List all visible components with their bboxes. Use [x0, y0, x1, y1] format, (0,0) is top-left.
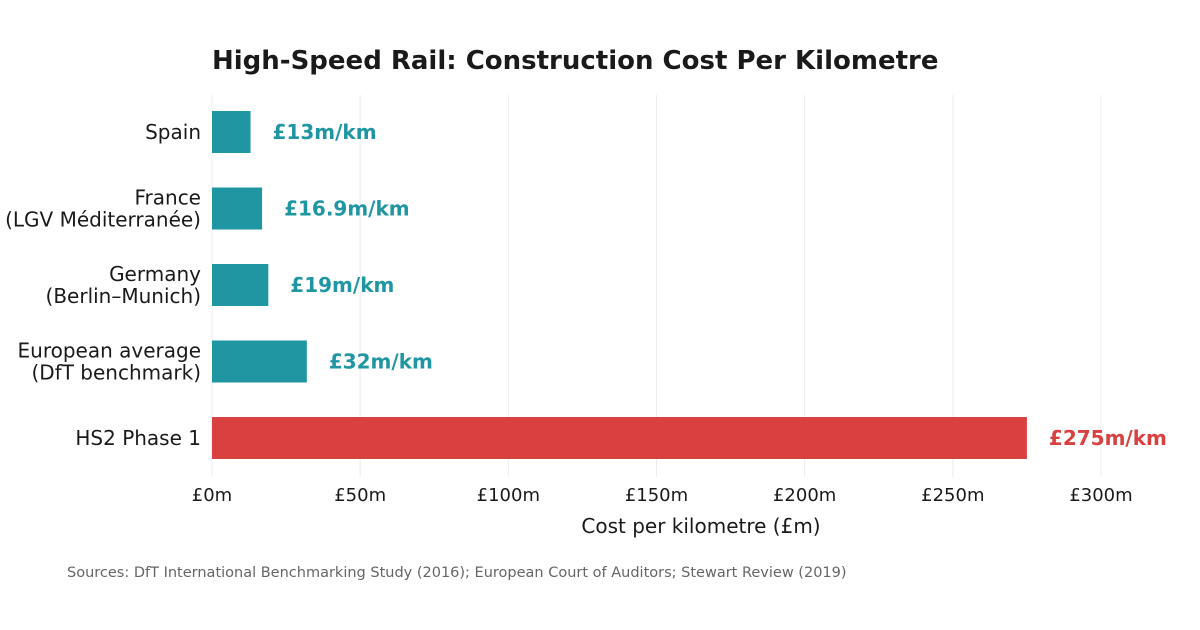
bar-value-label: £19m/km	[290, 273, 394, 297]
category-label: France	[134, 186, 201, 210]
bar	[212, 187, 263, 230]
category-label: (Berlin–Munich)	[46, 284, 201, 308]
category-label: European average	[18, 339, 202, 363]
x-tick-label: £250m	[921, 485, 984, 506]
bar-value-label: £13m/km	[273, 120, 377, 144]
source-note: Sources: DfT International Benchmarking …	[67, 565, 847, 581]
category-label: HS2 Phase 1	[75, 426, 201, 450]
bar	[212, 417, 1027, 459]
category-label: (LGV Méditerranée)	[5, 208, 201, 232]
x-tick-label: £50m	[334, 485, 386, 506]
x-tick-label: £150m	[625, 485, 688, 506]
category-label: Spain	[145, 120, 201, 144]
bar-value-label: £275m/km	[1049, 426, 1167, 450]
chart-title: High-Speed Rail: Construction Cost Per K…	[212, 46, 938, 76]
bars	[212, 111, 1027, 459]
x-tick-label: £100m	[477, 485, 540, 506]
x-tick-label: £300m	[1069, 485, 1132, 506]
x-tick-label: £200m	[773, 485, 836, 506]
value-labels: £13m/km £16.9m/km £19m/km £32m/km £275m/km	[273, 120, 1167, 450]
bar	[212, 264, 269, 306]
category-label: Germany	[109, 262, 201, 286]
gridlines	[211, 95, 1102, 477]
bar-value-label: £16.9m/km	[284, 197, 410, 221]
x-tick-label: £0m	[192, 485, 232, 506]
bar	[212, 340, 307, 383]
category-label: (DfT benchmark)	[31, 361, 201, 385]
bar-value-label: £32m/km	[329, 350, 433, 374]
x-axis-label: Cost per kilometre (£m)	[581, 514, 820, 538]
category-labels: Spain France(LGV Méditerranée) Germany(Ber…	[5, 120, 201, 450]
bar	[212, 111, 251, 153]
x-axis-ticks: £0m £50m £100m £150m £200m £250m £300m	[192, 485, 1133, 506]
